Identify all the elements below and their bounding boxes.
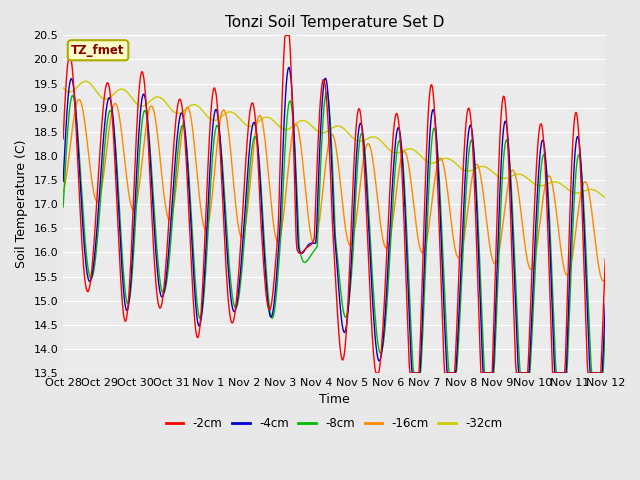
-2cm	[125, 294, 132, 300]
-2cm	[602, 256, 609, 262]
-4cm	[209, 128, 216, 133]
-16cm	[209, 182, 217, 188]
-16cm	[60, 189, 67, 195]
-2cm	[402, 260, 410, 265]
Line: -4cm: -4cm	[63, 68, 605, 373]
-32cm	[82, 78, 90, 84]
-2cm	[69, 73, 77, 79]
Legend: -2cm, -4cm, -8cm, -16cm, -32cm: -2cm, -4cm, -8cm, -16cm, -32cm	[161, 412, 508, 434]
-32cm	[209, 118, 217, 123]
-4cm	[602, 301, 609, 307]
X-axis label: Time: Time	[319, 394, 349, 407]
-8cm	[401, 188, 408, 193]
-32cm	[401, 147, 408, 153]
Y-axis label: Soil Temperature (C): Soil Temperature (C)	[15, 140, 28, 268]
-8cm	[209, 155, 216, 161]
Title: Tonzi Soil Temperature Set D: Tonzi Soil Temperature Set D	[225, 15, 444, 30]
-4cm	[180, 118, 188, 123]
-16cm	[69, 121, 77, 127]
-2cm	[60, 136, 67, 142]
-8cm	[125, 300, 132, 305]
-4cm	[60, 179, 67, 184]
-32cm	[125, 92, 133, 97]
-2cm	[180, 121, 188, 127]
-16cm	[125, 195, 133, 201]
-2cm	[417, 307, 425, 313]
Line: -32cm: -32cm	[63, 81, 605, 198]
Line: -8cm: -8cm	[63, 92, 605, 373]
-16cm	[602, 275, 609, 281]
-8cm	[602, 327, 609, 333]
-16cm	[401, 149, 408, 155]
-4cm	[285, 65, 292, 71]
-4cm	[417, 343, 425, 348]
-8cm	[323, 89, 330, 95]
Line: -16cm: -16cm	[63, 99, 605, 281]
-16cm	[417, 247, 424, 253]
-32cm	[60, 85, 67, 91]
-16cm	[599, 278, 607, 284]
-4cm	[125, 301, 132, 307]
-16cm	[75, 96, 83, 102]
Line: -2cm: -2cm	[63, 36, 605, 373]
-4cm	[408, 370, 416, 376]
-4cm	[69, 80, 77, 86]
-16cm	[180, 112, 188, 118]
-32cm	[417, 153, 424, 159]
-32cm	[180, 107, 188, 113]
-8cm	[410, 370, 418, 376]
-32cm	[602, 195, 609, 201]
-2cm	[282, 33, 289, 38]
-32cm	[69, 88, 77, 94]
-4cm	[401, 201, 408, 207]
-2cm	[209, 92, 216, 98]
-8cm	[417, 359, 425, 364]
-2cm	[372, 370, 380, 376]
-8cm	[60, 204, 67, 210]
-8cm	[180, 124, 188, 130]
-8cm	[69, 93, 77, 99]
Text: TZ_fmet: TZ_fmet	[71, 44, 125, 57]
